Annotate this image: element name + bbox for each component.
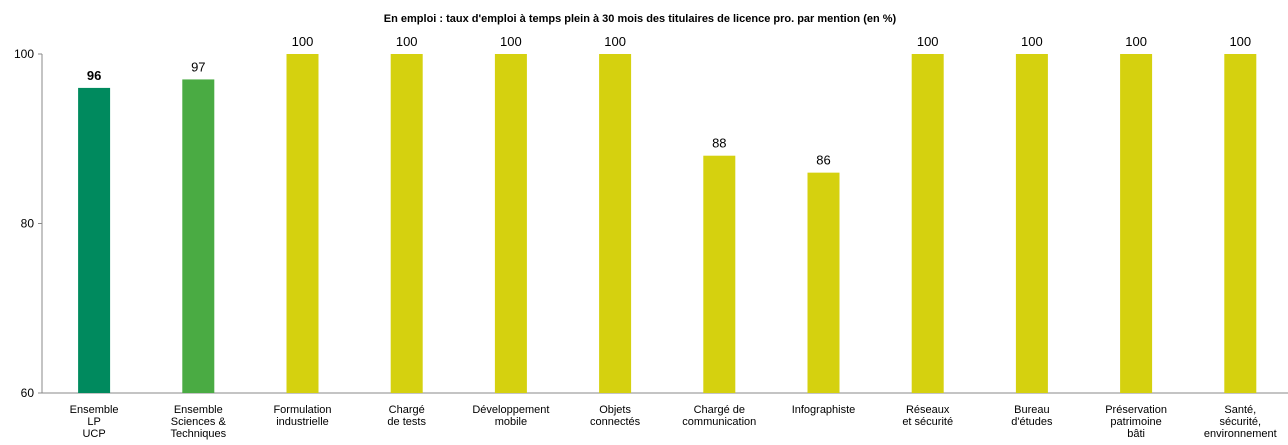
label-line: Chargé de <box>694 404 745 416</box>
label-line: sécurité, <box>1220 416 1262 428</box>
bar <box>286 54 319 393</box>
bar <box>78 87 111 394</box>
bar <box>390 54 423 393</box>
bar <box>703 155 736 393</box>
y-tick-label: 60 <box>21 386 35 400</box>
label-line: Ensemble <box>70 404 119 416</box>
label-line: communication <box>682 416 756 428</box>
chart-title: En emploi : taux d'emploi à temps plein … <box>384 13 897 25</box>
label-line: d'études <box>1011 416 1053 428</box>
value-label: 100 <box>500 34 522 49</box>
value-label: 97 <box>191 59 205 74</box>
label-line: de tests <box>387 416 426 428</box>
x-tick-label: Chargé de communication <box>682 404 756 428</box>
x-tick-label: Ensemble Sciences & Techniques <box>170 404 226 440</box>
label-line: Sciences & <box>171 416 227 428</box>
label-line: Objets <box>599 404 631 416</box>
x-tick-label: Bureau d'études <box>1011 404 1053 428</box>
bar <box>1120 54 1153 393</box>
bar <box>1015 54 1048 393</box>
x-tick-label: Santé, sécurité, environnement <box>1204 404 1277 440</box>
x-tick-label: Chargé de tests <box>387 404 426 428</box>
value-label: 100 <box>1125 34 1147 49</box>
label-line: Développement <box>472 404 549 416</box>
label-line: industrielle <box>276 416 329 428</box>
x-tick-label: Ensemble LP UCP <box>70 404 119 440</box>
label-line: Réseaux <box>906 404 950 416</box>
x-tick-label: Préservation patrimoine bâti <box>1105 404 1167 440</box>
value-label: 100 <box>1021 34 1043 49</box>
label-line: et sécurité <box>902 416 953 428</box>
value-label: 86 <box>816 153 830 168</box>
x-tick-label: Objets connectés <box>590 404 641 428</box>
value-label: 88 <box>712 136 726 151</box>
value-label: 100 <box>604 34 626 49</box>
value-label: 100 <box>917 34 939 49</box>
bar <box>599 54 632 393</box>
label-line: mobile <box>495 416 527 428</box>
y-tick-label: 80 <box>21 217 35 231</box>
label-line: Ensemble <box>174 404 223 416</box>
label-line: UCP <box>82 428 105 440</box>
y-tick-label: 100 <box>14 47 34 61</box>
value-label: 100 <box>1229 34 1251 49</box>
label-line: Chargé <box>389 404 425 416</box>
label-line: Formulation <box>273 404 331 416</box>
label-line: patrimoine <box>1110 416 1161 428</box>
x-tick-label: Formulation industrielle <box>273 404 331 428</box>
value-label: 96 <box>87 68 101 83</box>
label-line: Santé, <box>1224 404 1256 416</box>
bar <box>911 54 944 393</box>
x-tick-label: Infographiste <box>792 404 856 416</box>
bar <box>182 79 215 394</box>
label-line: environnement <box>1204 428 1277 440</box>
bar <box>494 54 527 393</box>
label-line: Bureau <box>1014 404 1049 416</box>
value-label: 100 <box>396 34 418 49</box>
x-tick-label: Développement mobile <box>472 404 549 428</box>
bar <box>807 172 840 393</box>
label-line: connectés <box>590 416 641 428</box>
label-line: LP <box>87 416 100 428</box>
label-line: Techniques <box>170 428 226 440</box>
x-tick-label: Réseaux et sécurité <box>902 404 953 428</box>
value-label: 100 <box>292 34 314 49</box>
label-line: Préservation <box>1105 404 1167 416</box>
bar <box>1224 54 1257 393</box>
label-line: bâti <box>1127 428 1145 440</box>
